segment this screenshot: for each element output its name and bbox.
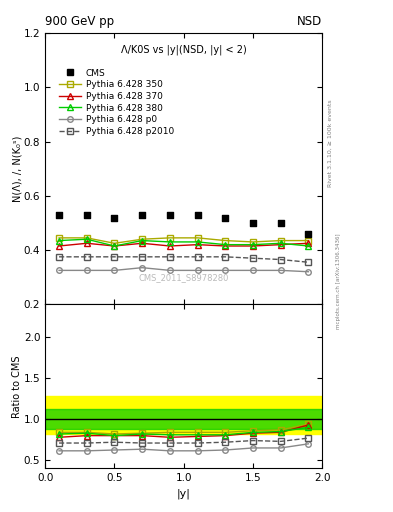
CMS	[222, 214, 228, 222]
Pythia 6.428 p0	[112, 267, 117, 273]
Pythia 6.428 380	[278, 240, 283, 246]
Pythia 6.428 350	[278, 238, 283, 244]
Pythia 6.428 p2010	[306, 259, 311, 265]
Pythia 6.428 p0	[84, 267, 89, 273]
Pythia 6.428 370	[140, 240, 145, 246]
Pythia 6.428 350	[112, 240, 117, 246]
Line: Pythia 6.428 p2010: Pythia 6.428 p2010	[56, 254, 311, 265]
Pythia 6.428 380	[251, 242, 255, 248]
Pythia 6.428 350	[223, 238, 228, 244]
Pythia 6.428 380	[140, 238, 145, 244]
CMS	[139, 211, 145, 219]
Pythia 6.428 p2010	[112, 254, 117, 260]
Legend: CMS, Pythia 6.428 350, Pythia 6.428 370, Pythia 6.428 380, Pythia 6.428 p0, Pyth: CMS, Pythia 6.428 350, Pythia 6.428 370,…	[55, 65, 178, 140]
Pythia 6.428 p2010	[140, 254, 145, 260]
Pythia 6.428 p2010	[223, 254, 228, 260]
Text: CMS_2011_S8978280: CMS_2011_S8978280	[139, 273, 229, 283]
Line: Pythia 6.428 350: Pythia 6.428 350	[56, 235, 311, 246]
Pythia 6.428 p2010	[195, 254, 200, 260]
Pythia 6.428 380	[306, 243, 311, 249]
Pythia 6.428 p0	[278, 267, 283, 273]
X-axis label: |y|: |y|	[177, 489, 191, 499]
Pythia 6.428 350	[140, 236, 145, 242]
Pythia 6.428 p0	[306, 269, 311, 275]
Line: Pythia 6.428 380: Pythia 6.428 380	[56, 237, 311, 249]
Pythia 6.428 p0	[251, 267, 255, 273]
Pythia 6.428 370	[306, 240, 311, 246]
Pythia 6.428 p2010	[84, 254, 89, 260]
Pythia 6.428 p2010	[251, 255, 255, 261]
Pythia 6.428 370	[251, 243, 255, 249]
Line: Pythia 6.428 370: Pythia 6.428 370	[56, 241, 311, 249]
Text: 900 GeV pp: 900 GeV pp	[45, 15, 114, 28]
CMS	[56, 211, 62, 219]
CMS	[167, 211, 173, 219]
Y-axis label: Ratio to CMS: Ratio to CMS	[12, 355, 22, 418]
Pythia 6.428 p0	[57, 267, 61, 273]
Pythia 6.428 380	[167, 239, 172, 245]
Pythia 6.428 370	[84, 240, 89, 246]
Pythia 6.428 350	[306, 238, 311, 244]
Pythia 6.428 p0	[195, 267, 200, 273]
Text: mcplots.cern.ch [arXiv:1306.3436]: mcplots.cern.ch [arXiv:1306.3436]	[336, 234, 341, 329]
Pythia 6.428 370	[223, 243, 228, 249]
Pythia 6.428 380	[112, 243, 117, 249]
Pythia 6.428 380	[84, 236, 89, 242]
CMS	[250, 219, 256, 227]
CMS	[277, 219, 284, 227]
Pythia 6.428 370	[57, 243, 61, 249]
Pythia 6.428 380	[223, 242, 228, 248]
Pythia 6.428 p2010	[57, 254, 61, 260]
Pythia 6.428 370	[112, 243, 117, 249]
Pythia 6.428 p2010	[167, 254, 172, 260]
Pythia 6.428 370	[195, 242, 200, 248]
Pythia 6.428 370	[278, 242, 283, 248]
Pythia 6.428 p0	[167, 267, 172, 273]
Pythia 6.428 350	[57, 235, 61, 241]
Pythia 6.428 350	[195, 235, 200, 241]
Pythia 6.428 350	[84, 235, 89, 241]
Bar	[45, 396, 322, 434]
Text: Λ/K0S vs |y|(NSD, |y| < 2): Λ/K0S vs |y|(NSD, |y| < 2)	[121, 44, 246, 55]
Pythia 6.428 350	[251, 239, 255, 245]
CMS	[111, 214, 118, 222]
Text: NSD: NSD	[297, 15, 322, 28]
Pythia 6.428 p0	[223, 267, 228, 273]
Pythia 6.428 380	[195, 239, 200, 245]
Text: Rivet 3.1.10, ≥ 100k events: Rivet 3.1.10, ≥ 100k events	[328, 99, 333, 187]
Pythia 6.428 370	[167, 243, 172, 249]
Pythia 6.428 p2010	[278, 257, 283, 263]
Pythia 6.428 350	[167, 235, 172, 241]
CMS	[195, 211, 201, 219]
CMS	[84, 211, 90, 219]
Pythia 6.428 p0	[140, 265, 145, 271]
CMS	[305, 230, 312, 238]
Pythia 6.428 380	[57, 238, 61, 244]
Bar	[45, 410, 322, 429]
Line: Pythia 6.428 p0: Pythia 6.428 p0	[56, 265, 311, 274]
Y-axis label: N(Λ), /, N(K₀ˢ): N(Λ), /, N(K₀ˢ)	[12, 136, 22, 202]
